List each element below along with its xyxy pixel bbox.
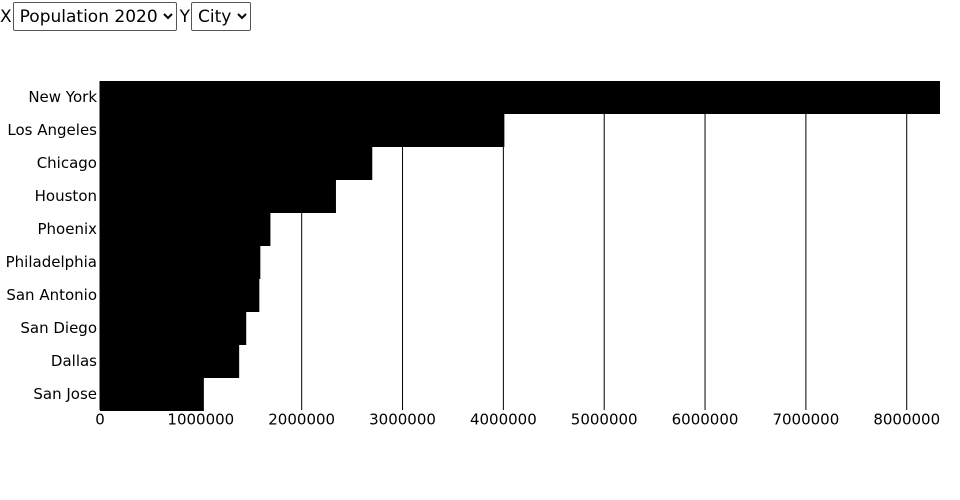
bar xyxy=(100,81,940,114)
x-tick-label: 5000000 xyxy=(571,411,638,429)
y-tick-label: San Antonio xyxy=(6,286,97,304)
y-tick-label: Phoenix xyxy=(37,220,97,238)
controls: X Population 2020 Y City xyxy=(0,2,254,31)
y-tick-label: San Jose xyxy=(33,385,97,403)
x-tick-label: 2000000 xyxy=(268,411,335,429)
x-tick-label: 4000000 xyxy=(470,411,537,429)
y-label: Y xyxy=(179,6,191,27)
bar xyxy=(100,213,271,246)
bar xyxy=(100,378,204,411)
bar xyxy=(100,312,247,345)
y-tick-label: Los Angeles xyxy=(7,121,97,139)
y-tick-label: New York xyxy=(28,88,97,106)
bar xyxy=(100,180,336,213)
x-label: X xyxy=(0,6,12,27)
x-tick-label: 0 xyxy=(95,411,105,429)
x-tick-label: 8000000 xyxy=(873,411,940,429)
x-tick-label: 3000000 xyxy=(369,411,436,429)
y-tick-label: Houston xyxy=(35,187,97,205)
y-select[interactable]: City xyxy=(191,2,252,31)
x-tick-label: 6000000 xyxy=(672,411,739,429)
bar xyxy=(100,246,261,279)
x-select[interactable]: Population 2020 xyxy=(12,2,177,31)
y-tick-label: Dallas xyxy=(51,352,97,370)
x-tick-label: 7000000 xyxy=(772,411,839,429)
x-tick-label: 1000000 xyxy=(167,411,234,429)
y-tick-label: San Diego xyxy=(20,319,97,337)
bar xyxy=(100,114,505,147)
bar xyxy=(100,345,240,378)
y-tick-label: Chicago xyxy=(37,154,97,172)
y-tick-label: Philadelphia xyxy=(6,253,97,271)
bar xyxy=(100,147,373,180)
bar xyxy=(100,279,260,312)
